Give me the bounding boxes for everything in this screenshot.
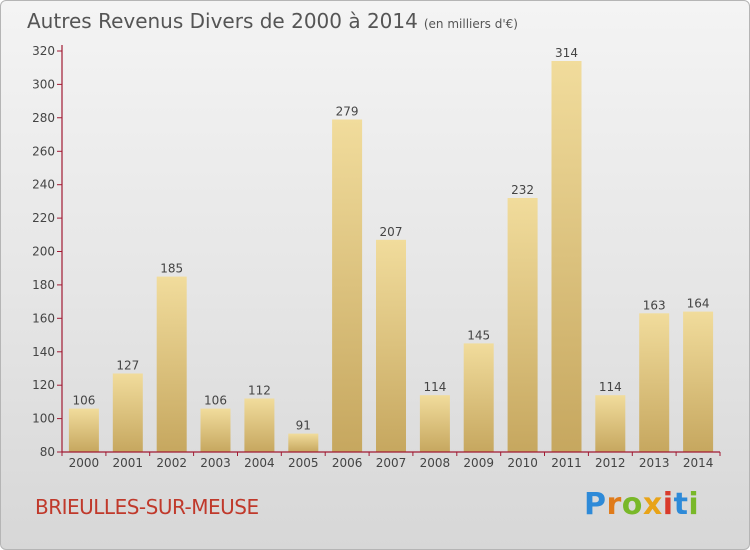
bar — [68, 408, 99, 452]
y-tick-label: 160 — [32, 311, 55, 325]
bar — [112, 373, 143, 452]
y-tick-label: 140 — [32, 345, 55, 359]
x-tick-label: 2013 — [639, 456, 670, 470]
y-tick-label: 180 — [32, 278, 55, 292]
x-tick-label: 2010 — [507, 456, 538, 470]
town-name: BRIEULLES-SUR-MEUSE — [35, 495, 259, 519]
chart-title: Autres Revenus Divers de 2000 à 2014 (en … — [27, 9, 518, 33]
bar — [507, 198, 538, 452]
chart-unit: (en milliers d'€) — [423, 17, 518, 31]
bar — [376, 239, 406, 452]
x-tick-label: 2014 — [683, 456, 714, 470]
x-tick-label: 2004 — [244, 456, 275, 470]
bar — [463, 343, 494, 452]
proxiti-logo: Proxiti — [584, 487, 699, 522]
y-tick-label: 100 — [32, 412, 55, 426]
y-tick-label: 120 — [32, 378, 55, 392]
data-label: 91 — [296, 419, 311, 433]
y-tick-label: 80 — [40, 445, 55, 459]
bar — [683, 311, 714, 452]
bar — [419, 395, 450, 452]
logo-letter: t — [673, 487, 689, 522]
y-tick-label: 220 — [32, 211, 55, 225]
bar — [332, 119, 363, 452]
x-tick-label: 2005 — [288, 456, 319, 470]
logo-letter: i — [688, 487, 700, 522]
y-tick-label: 280 — [32, 111, 55, 125]
y-tick-label: 260 — [32, 144, 55, 158]
x-tick-label: 2009 — [463, 456, 494, 470]
data-label: 106 — [72, 394, 95, 408]
data-label: 207 — [380, 225, 403, 239]
logo-letter: x — [642, 487, 663, 522]
logo-letter: i — [662, 487, 674, 522]
data-label: 127 — [116, 359, 139, 373]
x-tick-label: 2002 — [156, 456, 187, 470]
data-label: 114 — [599, 380, 622, 394]
y-tick-label: 300 — [32, 77, 55, 91]
x-tick-label: 2000 — [69, 456, 100, 470]
logo-letter: r — [606, 487, 622, 522]
data-label: 314 — [555, 46, 578, 60]
x-tick-label: 2003 — [200, 456, 231, 470]
x-tick-label: 2011 — [551, 456, 582, 470]
x-tick-label: 2006 — [332, 456, 363, 470]
x-tick-label: 2001 — [113, 456, 144, 470]
bar — [288, 433, 319, 452]
bar — [156, 276, 187, 452]
logo-letter: P — [584, 487, 607, 522]
data-label: 279 — [336, 105, 359, 119]
y-tick-label: 240 — [32, 178, 55, 192]
data-label: 114 — [423, 380, 446, 394]
data-label: 164 — [687, 297, 710, 311]
data-label: 232 — [511, 183, 534, 197]
data-label: 112 — [248, 384, 271, 398]
x-tick-label: 2008 — [420, 456, 451, 470]
chart-title-text: Autres Revenus Divers de 2000 à 2014 — [27, 9, 418, 33]
bar — [244, 398, 275, 452]
bar — [639, 313, 670, 452]
data-label: 106 — [204, 394, 227, 408]
bar — [595, 395, 626, 452]
data-label: 163 — [643, 298, 666, 312]
x-tick-label: 2012 — [595, 456, 626, 470]
data-label: 185 — [160, 262, 183, 276]
x-tick-label: 2007 — [376, 456, 407, 470]
bar — [551, 61, 582, 452]
y-tick-label: 200 — [32, 245, 55, 259]
y-tick-label: 320 — [32, 44, 55, 58]
logo-letter: o — [621, 487, 643, 522]
data-label: 145 — [467, 328, 490, 342]
bar — [200, 408, 231, 452]
